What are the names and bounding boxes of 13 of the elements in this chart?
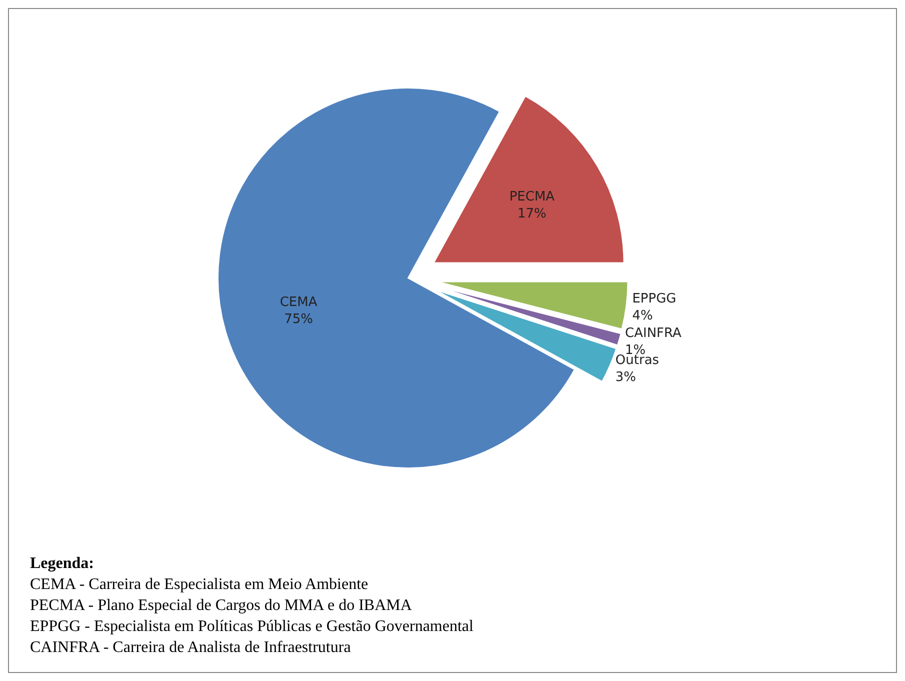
slice-label: EPPGG [632,291,676,306]
data-label: 75% [284,312,313,327]
data-label: 4% [632,308,653,324]
slice-label: CEMA [280,294,318,310]
slice-label: CAINFRA [625,326,682,342]
data-label: 3% [615,370,636,385]
text: PECMA - Plano Especial de Cargos do MMA e do IBAMA [30,597,412,614]
text: EPPGG - Especialista em Políticas Públicas e Gestão Governamental [30,618,474,635]
text: CEMA - Carreira de Especialista em Meio Ambiente [30,576,368,593]
data-label: 17% [517,206,546,222]
text: Legenda: [30,555,94,572]
slice-label: PECMA [509,190,555,205]
text: CAINFRA - Carreira de Analista de Infraestrutura [30,639,351,656]
